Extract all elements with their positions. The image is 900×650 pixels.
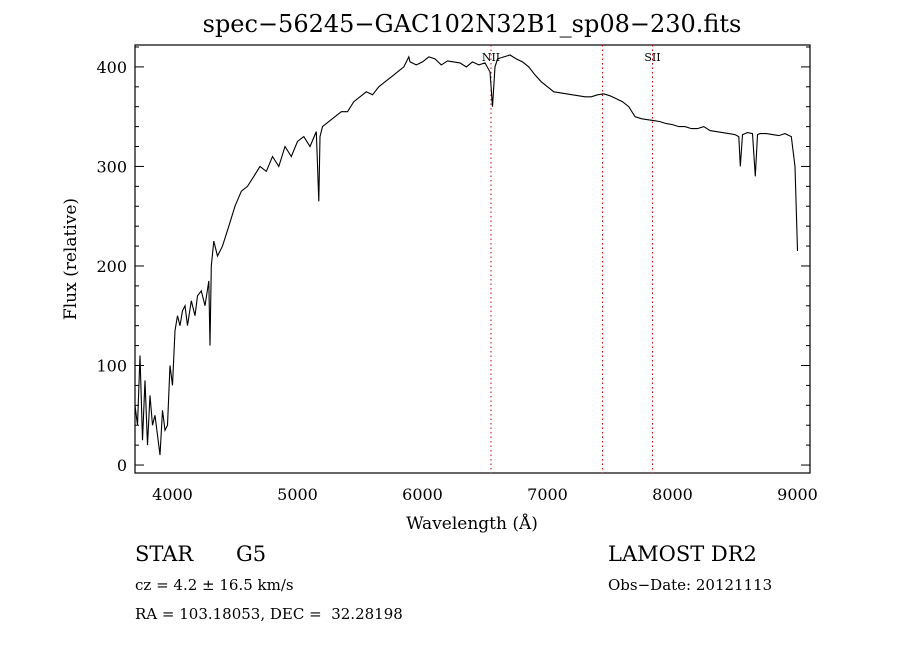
spectral-line-label: SII: [644, 51, 660, 64]
obs-date-text: Obs−Date: 20121113: [608, 576, 773, 594]
axis-ticks: 4000 5000 6000 7000 8000 9000 0 100 200 300 400: [96, 46, 818, 504]
chart-title: spec−56245−GAC102N32B1_sp08−230.fits: [203, 10, 742, 38]
x-tick-label: 9000: [777, 485, 818, 504]
object-subclass: G5: [236, 542, 267, 566]
x-tick-label: 7000: [527, 485, 568, 504]
y-tick-label: 400: [96, 58, 127, 77]
survey-name: LAMOST DR2: [608, 542, 757, 566]
y-tick-label: 0: [117, 456, 127, 475]
x-tick-label: 5000: [277, 485, 318, 504]
redshift-text: cz = 4.2 ± 16.5 km/s: [135, 576, 294, 594]
spectral-line-markers: NII SII: [482, 45, 661, 473]
plot-frame: [134, 44, 811, 474]
x-tick-label: 4000: [152, 485, 193, 504]
y-tick-label: 300: [96, 157, 127, 176]
spectral-line-label: NII: [482, 51, 500, 64]
x-axis-label: Wavelength (Å): [406, 513, 538, 534]
y-tick-label: 200: [96, 257, 127, 276]
coordinates-text: RA = 103.18053, DEC = 32.28198: [135, 605, 403, 623]
x-tick-label: 6000: [402, 485, 443, 504]
object-class: STAR: [135, 542, 194, 566]
x-tick-label: 8000: [652, 485, 693, 504]
y-axis-label: Flux (relative): [61, 198, 81, 320]
y-tick-label: 100: [96, 357, 127, 376]
spectrum-series-line: [134, 54, 799, 456]
